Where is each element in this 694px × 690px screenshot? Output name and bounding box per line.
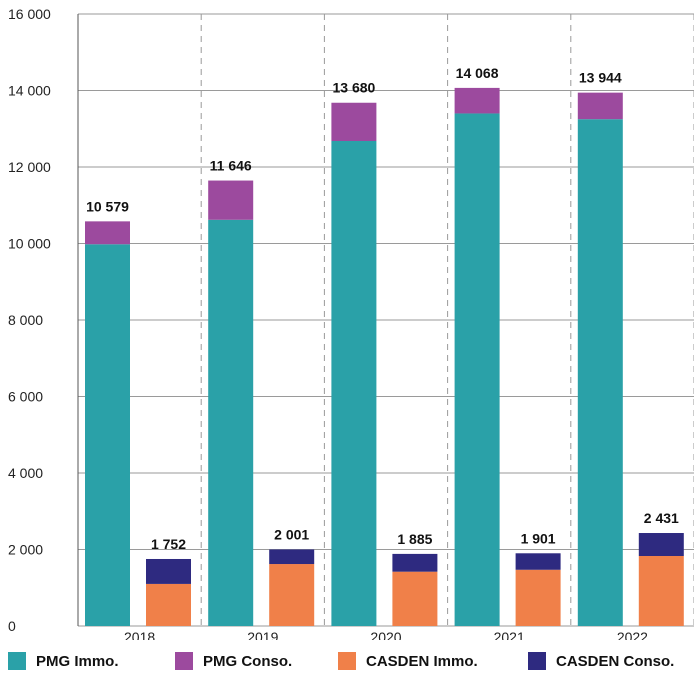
y-tick-label: 16 000 (8, 6, 51, 22)
legend-swatch-casden-conso (528, 652, 546, 670)
bar-casden-immo-2018 (146, 583, 191, 626)
x-tick-label: 2018 (124, 629, 155, 640)
total-label-casden-2018: 1 752 (151, 536, 186, 552)
total-label-casden-2020: 1 885 (397, 531, 432, 547)
bar-casden-conso-2021 (515, 553, 561, 570)
x-tick-label: 2021 (494, 629, 525, 640)
y-tick-label: 14 000 (8, 83, 51, 99)
total-label-pmg-2021: 14 068 (456, 65, 499, 81)
y-tick-label: 0 (8, 618, 16, 634)
y-tick-label: 4 000 (8, 465, 43, 481)
legend-item-casden-conso: CASDEN Conso. (528, 652, 674, 670)
total-label-casden-2019: 2 001 (274, 526, 309, 542)
x-tick-label: 2022 (617, 629, 648, 640)
bar-pmg-conso-2020 (331, 102, 377, 141)
total-label-casden-2022: 2 431 (644, 510, 679, 526)
bar-pmg-conso-2019 (208, 180, 254, 220)
y-tick-label: 10 000 (8, 236, 51, 252)
legend-swatch-pmg-immo (8, 652, 26, 670)
legend-label-pmg-conso: PMG Conso. (203, 652, 293, 670)
legend-label-pmg-immo: PMG Immo. (36, 652, 119, 670)
bar-casden-immo-2021 (515, 569, 561, 626)
legend-swatch-pmg-conso (175, 652, 193, 670)
x-tick-label: 2020 (370, 629, 401, 640)
bar-pmg-immo-2021 (454, 113, 500, 626)
stacked-bar-chart: 0 2 000 4 000 6 000 8 000 10 000 12 000 14 000 1… (8, 6, 694, 640)
chart-legend: PMG Immo. PMG Conso. CASDEN Immo. CASDEN… (0, 644, 694, 684)
total-label-casden-2021: 1 901 (521, 530, 556, 546)
bar-pmg-immo-2022 (577, 119, 623, 626)
legend-label-casden-immo: CASDEN Immo. (366, 652, 478, 670)
legend-item-pmg-conso: PMG Conso. (175, 652, 292, 670)
total-label-pmg-2022: 13 944 (579, 70, 622, 86)
legend-label-casden-conso: CASDEN Conso. (556, 652, 675, 670)
bar-casden-immo-2020 (392, 571, 438, 626)
legend-swatch-casden-immo (338, 652, 356, 670)
bar-pmg-conso-2018 (85, 221, 130, 245)
total-label-pmg-2019: 11 646 (210, 158, 252, 174)
bar-casden-immo-2022 (638, 556, 684, 626)
bar-pmg-conso-2021 (454, 87, 500, 114)
x-tick-label: 2019 (247, 629, 278, 640)
total-label-pmg-2018: 10 579 (86, 198, 129, 214)
legend-item-casden-immo: CASDEN Immo. (338, 652, 478, 670)
legend-item-pmg-immo: PMG Immo. (8, 652, 119, 670)
bar-casden-conso-2020 (392, 553, 438, 572)
y-tick-label: 8 000 (8, 312, 43, 328)
bar-casden-conso-2018 (146, 558, 191, 584)
total-label-pmg-2020: 13 680 (332, 80, 375, 96)
bar-pmg-immo-2018 (85, 244, 130, 626)
y-tick-label: 2 000 (8, 542, 43, 558)
bar-pmg-immo-2019 (208, 219, 254, 626)
bar-pmg-immo-2020 (331, 140, 377, 627)
bar-casden-conso-2022 (638, 533, 684, 557)
y-tick-label: 6 000 (8, 389, 43, 405)
y-tick-label: 12 000 (8, 159, 51, 175)
bar-pmg-conso-2022 (577, 92, 623, 120)
bar-casden-conso-2019 (269, 549, 315, 565)
bar-casden-immo-2019 (269, 564, 315, 626)
